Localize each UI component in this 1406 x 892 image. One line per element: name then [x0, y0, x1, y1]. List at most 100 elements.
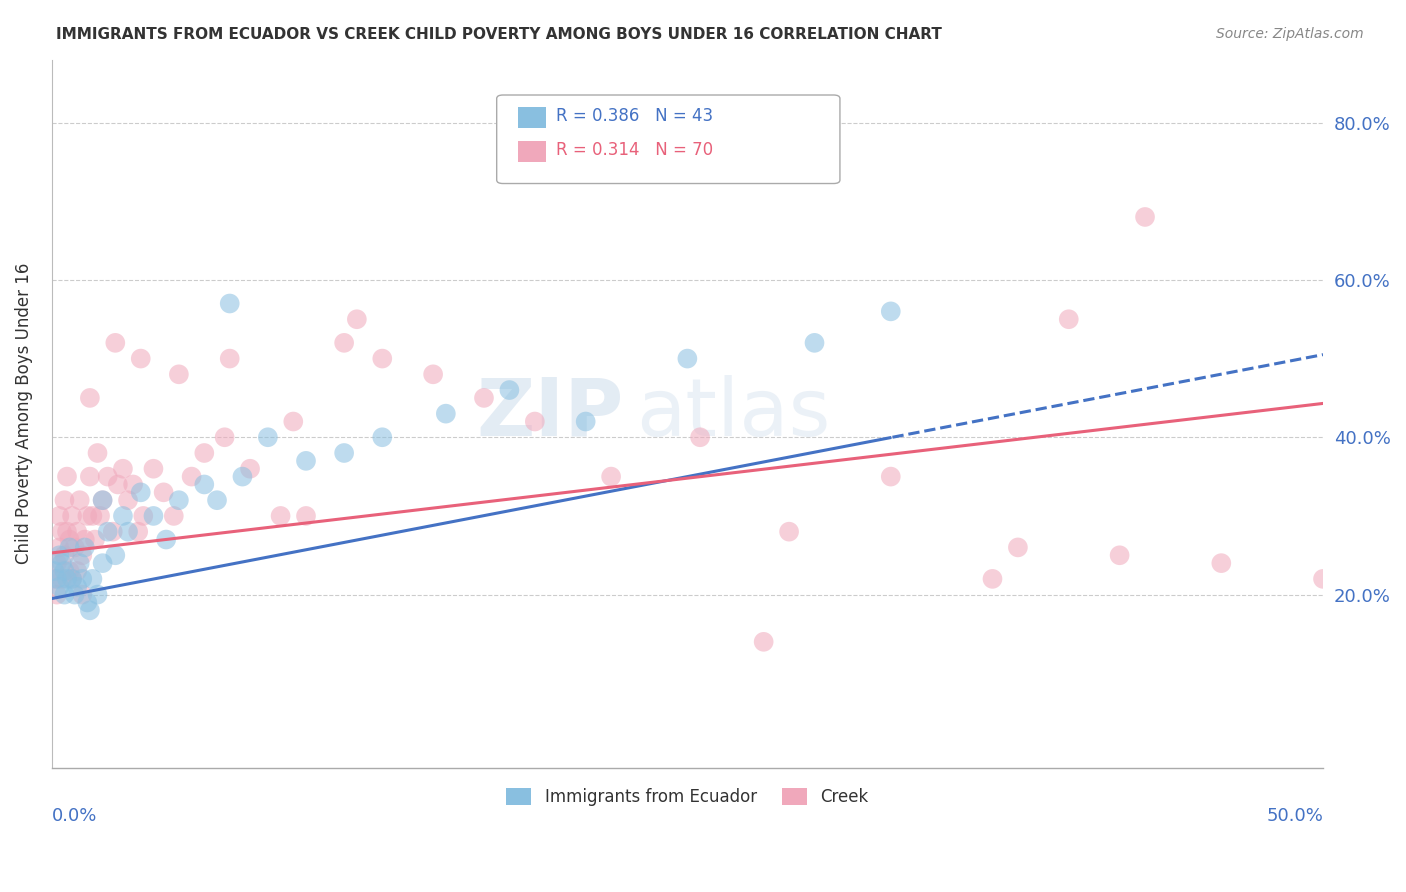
Point [752, 635, 775, 649]
Point [163, 508, 186, 523]
Point [167, 493, 190, 508]
FancyBboxPatch shape [519, 141, 547, 162]
Point [104, 549, 127, 563]
Point [91, 493, 114, 508]
Point [689, 430, 711, 444]
Point [58, 541, 80, 555]
Point [63, 541, 86, 555]
Point [575, 415, 598, 429]
Point [76, 595, 98, 609]
Point [122, 477, 145, 491]
Point [434, 407, 457, 421]
Point [84, 533, 107, 547]
Point [155, 533, 177, 547]
Text: 0.0%: 0.0% [52, 806, 97, 824]
Point [76, 508, 98, 523]
Point [117, 493, 139, 508]
Point [218, 351, 240, 366]
Point [91, 556, 114, 570]
Point [63, 588, 86, 602]
Point [73, 533, 96, 547]
Point [283, 415, 305, 429]
Point [104, 335, 127, 350]
Point [231, 469, 253, 483]
Point [53, 493, 76, 508]
Point [778, 524, 800, 539]
FancyBboxPatch shape [519, 107, 547, 128]
Text: ZIP: ZIP [477, 375, 624, 452]
Point [111, 508, 134, 523]
Y-axis label: Child Poverty Among Boys Under 16: Child Poverty Among Boys Under 16 [15, 263, 32, 565]
Point [56, 572, 79, 586]
Point [51, 524, 73, 539]
Point [270, 508, 292, 523]
Point [167, 368, 190, 382]
Point [66, 524, 89, 539]
Text: atlas: atlas [637, 375, 831, 452]
Point [422, 368, 444, 382]
Point [86, 588, 108, 602]
Point [45, 588, 67, 602]
Point [1007, 541, 1029, 555]
Point [51, 572, 73, 586]
Point [193, 477, 215, 491]
Point [523, 415, 546, 429]
Text: 50.0%: 50.0% [1267, 806, 1323, 824]
Point [91, 493, 114, 508]
Point [295, 508, 318, 523]
Point [53, 549, 76, 563]
Point [981, 572, 1004, 586]
Point [79, 391, 101, 405]
Point [127, 524, 149, 539]
Point [66, 580, 89, 594]
Point [48, 541, 70, 555]
Point [803, 335, 825, 350]
Point [1108, 549, 1130, 563]
Point [1133, 210, 1156, 224]
Point [72, 572, 94, 586]
Point [101, 524, 124, 539]
Point [333, 335, 356, 350]
Point [1312, 572, 1334, 586]
Point [371, 430, 394, 444]
Point [111, 461, 134, 475]
Point [218, 296, 240, 310]
Point [48, 549, 70, 563]
Point [56, 469, 79, 483]
Point [880, 469, 903, 483]
Point [152, 485, 174, 500]
Point [1211, 556, 1233, 570]
Point [48, 580, 70, 594]
Point [53, 564, 76, 578]
Point [498, 383, 520, 397]
Text: Source: ZipAtlas.com: Source: ZipAtlas.com [1216, 27, 1364, 41]
Point [205, 493, 228, 508]
Point [72, 588, 94, 602]
Point [60, 572, 83, 586]
Point [79, 603, 101, 617]
Point [86, 446, 108, 460]
Point [117, 524, 139, 539]
Point [51, 556, 73, 570]
Text: R = 0.386   N = 43: R = 0.386 N = 43 [557, 106, 714, 125]
Point [97, 524, 120, 539]
Point [129, 351, 152, 366]
Point [333, 446, 356, 460]
Point [97, 469, 120, 483]
Point [82, 572, 104, 586]
Point [60, 508, 83, 523]
Point [257, 430, 280, 444]
Point [346, 312, 368, 326]
Point [66, 564, 89, 578]
Text: IMMIGRANTS FROM ECUADOR VS CREEK CHILD POVERTY AMONG BOYS UNDER 16 CORRELATION C: IMMIGRANTS FROM ECUADOR VS CREEK CHILD P… [56, 27, 942, 42]
Point [880, 304, 903, 318]
Point [129, 485, 152, 500]
Point [58, 564, 80, 578]
Point [1057, 312, 1080, 326]
Point [58, 533, 80, 547]
Point [239, 461, 262, 475]
Point [73, 541, 96, 555]
Point [48, 508, 70, 523]
Point [45, 556, 67, 570]
Point [472, 391, 495, 405]
